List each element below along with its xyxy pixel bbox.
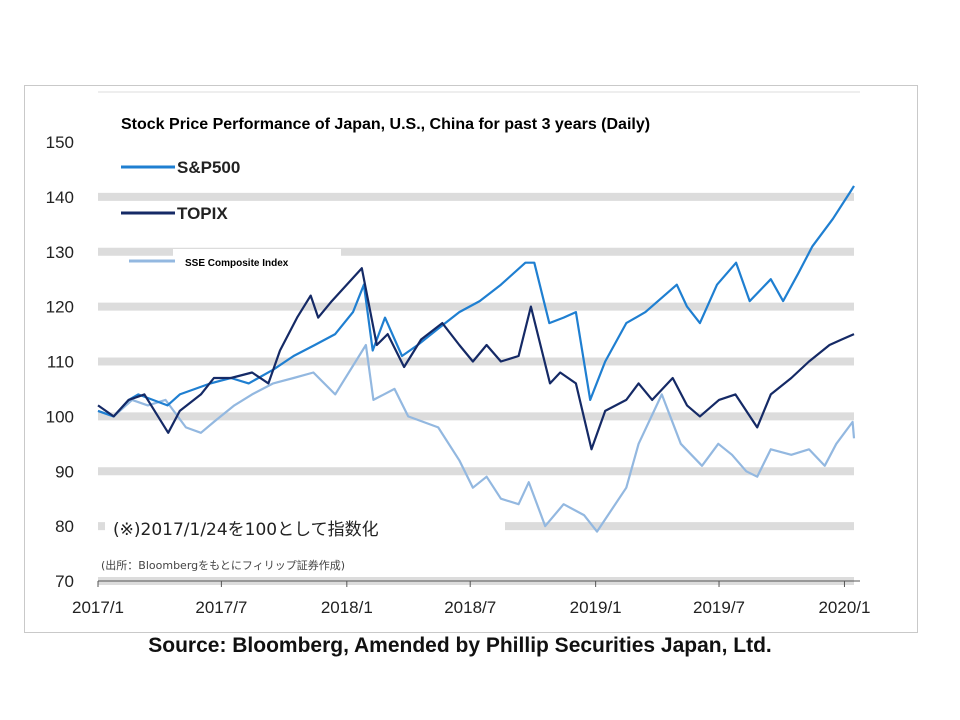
legend-label-sp500: S&P500 — [177, 158, 240, 177]
x-tick-label-2018/1: 2018/1 — [321, 598, 373, 617]
index-annotation: (※)2017/1/24を100として指数化 — [113, 520, 379, 540]
legend-label-sse: SSE Composite Index — [185, 258, 289, 269]
x-tick-label-2017/7: 2017/7 — [195, 598, 247, 617]
y-tick-label-140: 140 — [46, 188, 74, 207]
series-line-sp500 — [97, 185, 855, 418]
note-background — [99, 553, 479, 575]
y-tick-label-80: 80 — [55, 517, 74, 536]
series-line-sse — [97, 343, 856, 533]
source-note: (出所：Bloombergをもとにフィリップ証券作成) — [101, 558, 345, 572]
y-tick-label-120: 120 — [46, 298, 74, 317]
source-caption: Source: Bloomberg, Amended by Phillip Se… — [148, 634, 772, 657]
annotation-background — [105, 513, 505, 543]
y-tick-label-100: 100 — [46, 407, 74, 426]
grid-band-120 — [98, 302, 854, 311]
y-tick-label-150: 150 — [46, 133, 74, 152]
y-tick-label-70: 70 — [55, 572, 74, 591]
x-tick-label-2017/1: 2017/1 — [72, 598, 124, 617]
grid-band-100 — [98, 412, 854, 421]
series-lines — [97, 185, 856, 533]
x-tick-label-2019/1: 2019/1 — [570, 598, 622, 617]
x-tick-label-2018/7: 2018/7 — [444, 598, 496, 617]
y-tick-label-110: 110 — [47, 353, 74, 372]
chart-frame: 70 80 90 100 110 120 130 140 150 2017/1 2017/7 201… — [24, 85, 918, 633]
legend: S&P500 TOPIX SSE Composite Index — [121, 158, 341, 271]
legend-label-background — [173, 249, 341, 271]
x-axis-tick-labels: 2017/1 2017/7 2018/1 2018/7 2019/1 2019/7 2020… — [72, 598, 870, 617]
grid-band-130 — [98, 247, 854, 256]
chart-title: Stock Price Performance of Japan, U.S., … — [121, 116, 650, 133]
y-tick-label-130: 130 — [46, 243, 74, 262]
legend-label-topix: TOPIX — [177, 204, 228, 223]
grid-band-90 — [98, 467, 854, 476]
x-tick-label-2020/1: 2020/1 — [818, 598, 870, 617]
axes — [97, 580, 860, 587]
y-axis-tick-labels: 70 80 90 100 110 120 130 140 150 — [46, 133, 74, 591]
grid-band-110 — [98, 357, 854, 366]
x-tick-label-2019/7: 2019/7 — [693, 598, 745, 617]
series-line-topix — [97, 267, 855, 451]
y-tick-label-90: 90 — [55, 462, 74, 481]
grid-band-140 — [98, 192, 854, 201]
